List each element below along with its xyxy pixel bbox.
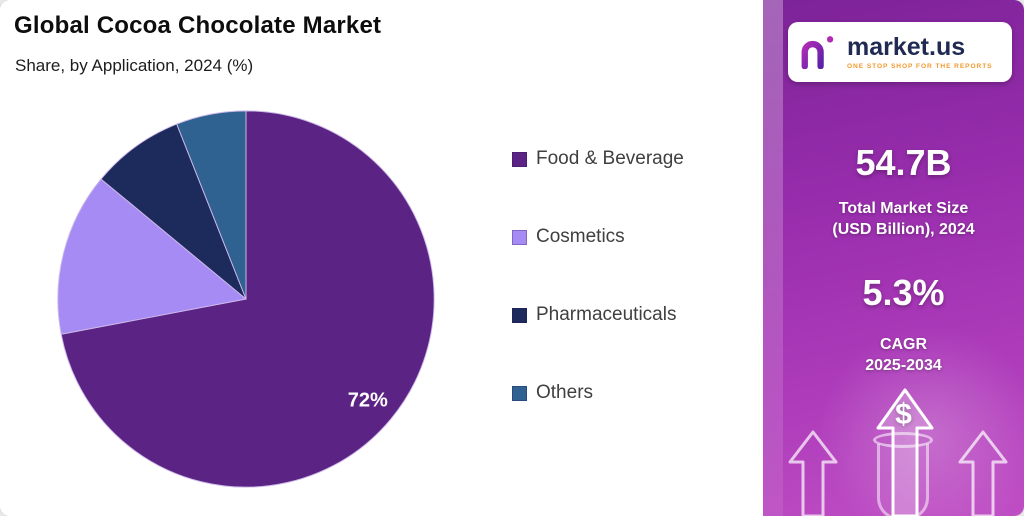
cagr-value: 5.3% [862, 272, 945, 313]
market-size-caption: Total Market Size (USD Billion), 2024 [783, 198, 1024, 240]
pie-slice-food-beverage [60, 110, 435, 488]
brand-text-block: market.us ONE STOP SHOP FOR THE REPORTS [847, 32, 993, 70]
legend: Food & Beverage Cosmetics Pharmaceuticals O… [512, 148, 684, 404]
arrow-up-icon [876, 388, 934, 516]
legend-item-others: Others [512, 382, 684, 404]
cagr-caption-line1: CAGR [879, 336, 928, 353]
marketus-logo-icon [801, 36, 834, 69]
legend-label: Cosmetics [536, 226, 625, 247]
pie-value-label: 72% [348, 389, 388, 411]
legend-item-food-beverage: Food & Beverage [512, 148, 684, 170]
legend-item-cosmetics: Cosmetics [512, 226, 684, 248]
market-size-caption-line2: (USD Billion), 2024 [832, 221, 975, 239]
marketus-logo-card: market.us ONE STOP SHOP FOR THE REPORTS [788, 22, 1012, 82]
legend-swatch [512, 151, 527, 167]
legend-label: Others [536, 382, 594, 403]
pie-slice-pharmaceuticals [100, 123, 247, 300]
chart-title: Global Cocoa Chocolate Market [14, 12, 382, 39]
cup-icon [877, 444, 929, 516]
brand-name: market.us [847, 32, 966, 61]
cagr-caption-line2: 2025-2034 [865, 357, 942, 375]
cup-icon-rim [873, 432, 933, 448]
brand-tagline: ONE STOP SHOP FOR THE REPORTS [847, 62, 993, 70]
growth-arrows [788, 388, 1008, 516]
market-size-value: 54.7B [855, 142, 952, 183]
legend-swatch [512, 385, 527, 401]
legend-swatch [512, 307, 527, 323]
panel-accent-strip [763, 0, 783, 516]
pie-slice-cosmetics [57, 178, 248, 335]
cagr-caption: CAGR 2025-2034 [783, 334, 1024, 376]
legend-label: Food & Beverage [536, 148, 684, 169]
legend-swatch [512, 229, 527, 245]
legend-label: Pharmaceuticals [536, 304, 677, 325]
brand-panel: market.us ONE STOP SHOP FOR THE REPORTS … [763, 0, 1024, 516]
market-size-caption-line1: Total Market Size [838, 200, 969, 217]
pie-chart: 72% [57, 110, 435, 488]
chart-subtitle: Share, by Application, 2024 (%) [15, 56, 254, 75]
dollar-icon: $ [783, 398, 1024, 432]
pie-slice-others [176, 110, 247, 300]
arrow-up-icon [958, 430, 1008, 516]
arrow-up-icon [788, 430, 838, 516]
legend-item-pharmaceuticals: Pharmaceuticals [512, 304, 684, 326]
